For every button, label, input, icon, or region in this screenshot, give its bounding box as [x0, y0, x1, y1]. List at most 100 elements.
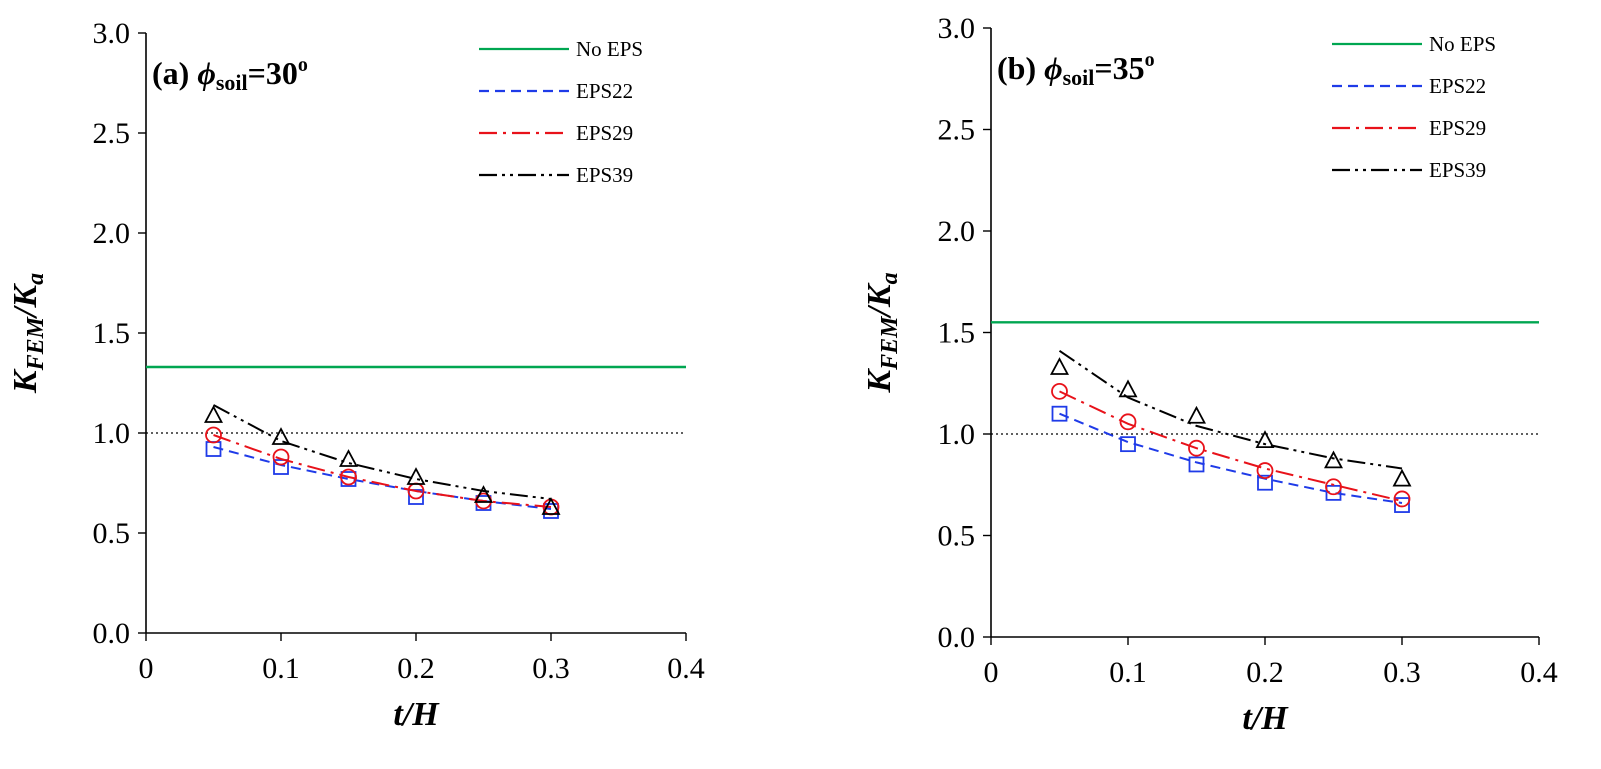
data-point-circle — [205, 426, 222, 444]
data-point-square — [1325, 484, 1342, 501]
data-point-triangle — [271, 427, 291, 445]
data-point-circle — [272, 448, 290, 466]
y-tick-label: 3.0 — [938, 12, 976, 45]
data-point-circle — [1393, 490, 1411, 508]
y-tick-label: 0.0 — [938, 621, 976, 654]
x-tick-label: 0.4 — [667, 652, 705, 685]
data-point-triangle — [541, 497, 561, 515]
legend-label: EPS39 — [1429, 158, 1486, 182]
title-superscript: o — [298, 54, 308, 76]
y-axis-label-slash: /K — [861, 282, 898, 319]
y-tick-label: 2.5 — [938, 114, 976, 147]
x-axis-label: t/H — [1242, 700, 1289, 737]
y-tick-label: 3.0 — [93, 17, 131, 50]
trend-line — [213, 446, 552, 510]
legend-label: EPS29 — [576, 121, 633, 145]
trend-line — [213, 404, 552, 500]
y-axis-label: KFEM/Ka — [7, 273, 49, 394]
legend-label: EPS22 — [1429, 74, 1486, 98]
y-axis-label-main: K — [7, 368, 44, 394]
y-axis-label-sub1: FEM — [23, 315, 49, 371]
data-point-triangle — [1187, 405, 1206, 424]
legend: No EPS EPS22 EPS29 EPS39 — [479, 37, 643, 187]
data-point-triangle — [1050, 357, 1069, 375]
series-eps29 — [1051, 382, 1411, 508]
data-point-circle — [1051, 382, 1068, 400]
data-point-triangle — [1324, 450, 1343, 469]
panel-label: (a) — [152, 55, 197, 91]
legend-label: No EPS — [576, 37, 643, 61]
y-tick-label: 1.5 — [938, 317, 976, 350]
x-tick-label: 0 — [139, 652, 154, 685]
series-eps39 — [204, 404, 561, 515]
trend-line — [1059, 390, 1403, 502]
title-value: =30 — [248, 55, 298, 91]
legend-label: EPS39 — [576, 163, 633, 187]
y-axis-label: KFEM/Ka — [861, 272, 903, 393]
series-eps29 — [205, 426, 560, 516]
chart-panel-a: 0.0 0.5 1.0 1.5 2.0 2.5 3.0 0 0.1 0.2 0.3 0.4 t/H KFE… — [7, 17, 705, 733]
panel-label: (b) — [997, 50, 1044, 86]
title-subscript: soil — [1063, 65, 1095, 90]
trend-line — [213, 434, 552, 508]
y-tick-label: 0.0 — [93, 617, 131, 650]
y-axis-label-sub2: a — [23, 273, 49, 285]
panel-title: (a) ϕsoil=30o — [152, 54, 308, 95]
y-tick-label: 2.5 — [93, 117, 131, 150]
y-tick-label: 0.5 — [93, 517, 131, 550]
title-value: =35 — [1094, 50, 1144, 86]
panel-title: (b) ϕsoil=35o — [997, 49, 1155, 90]
data-point-circle — [340, 468, 357, 486]
data-point-square — [1051, 405, 1068, 422]
x-tick-label: 0.2 — [1246, 656, 1284, 689]
trend-line — [1059, 412, 1403, 504]
y-axis-label-sub1: FEM — [877, 315, 903, 371]
legend-label: EPS22 — [576, 79, 633, 103]
title-superscript: o — [1145, 49, 1155, 71]
legend-label: No EPS — [1429, 32, 1496, 56]
y-axis-label-main: K — [861, 368, 898, 394]
x-tick-label: 0.4 — [1520, 656, 1558, 689]
x-tick-label: 0.1 — [262, 652, 300, 685]
x-axis-label: t/H — [393, 696, 440, 733]
y-axis-label-sub2: a — [877, 272, 903, 284]
data-point-circle — [1325, 478, 1342, 496]
y-tick-label: 1.5 — [93, 317, 131, 350]
data-point-square — [1257, 474, 1273, 491]
data-point-circle — [1256, 462, 1274, 479]
data-point-triangle — [1392, 468, 1412, 487]
data-point-triangle — [339, 449, 358, 467]
y-tick-label: 2.0 — [938, 215, 976, 248]
data-point-triangle — [204, 405, 223, 423]
x-tick-label: 0 — [984, 656, 999, 689]
x-tick-label: 0.3 — [1383, 656, 1421, 689]
data-point-triangle — [1118, 379, 1138, 398]
y-tick-label: 2.0 — [93, 217, 131, 250]
data-point-circle — [1119, 413, 1137, 431]
y-axis-label-slash: /K — [7, 283, 44, 320]
data-point-triangle — [474, 485, 493, 503]
data-point-square — [1120, 436, 1136, 453]
series-eps22 — [1051, 405, 1410, 513]
title-subscript: soil — [216, 70, 248, 95]
y-tick-label: 1.0 — [938, 418, 976, 451]
phi-symbol: ϕ — [1044, 50, 1063, 86]
data-point-triangle — [406, 467, 426, 485]
chart-panel-b: 0.0 0.5 1.0 1.5 2.0 2.5 3.0 0 0.1 0.2 0.3 0.4 t/H KFE… — [861, 12, 1558, 737]
trend-line — [1058, 349, 1403, 470]
y-tick-label: 1.0 — [93, 417, 131, 450]
series-eps22 — [205, 441, 559, 519]
x-tick-label: 0.3 — [532, 652, 570, 685]
data-point-square — [1188, 456, 1205, 473]
x-tick-label: 0.2 — [397, 652, 435, 685]
data-point-square — [1394, 497, 1410, 513]
data-point-circle — [1188, 439, 1205, 457]
data-point-triangle — [1255, 430, 1275, 448]
y-tick-label: 0.5 — [938, 520, 976, 553]
legend-label: EPS29 — [1429, 116, 1486, 140]
series-eps39 — [1050, 349, 1412, 487]
x-tick-label: 0.1 — [1109, 656, 1147, 689]
phi-symbol: ϕ — [197, 55, 216, 91]
legend: No EPS EPS22 EPS29 EPS39 — [1332, 32, 1496, 182]
